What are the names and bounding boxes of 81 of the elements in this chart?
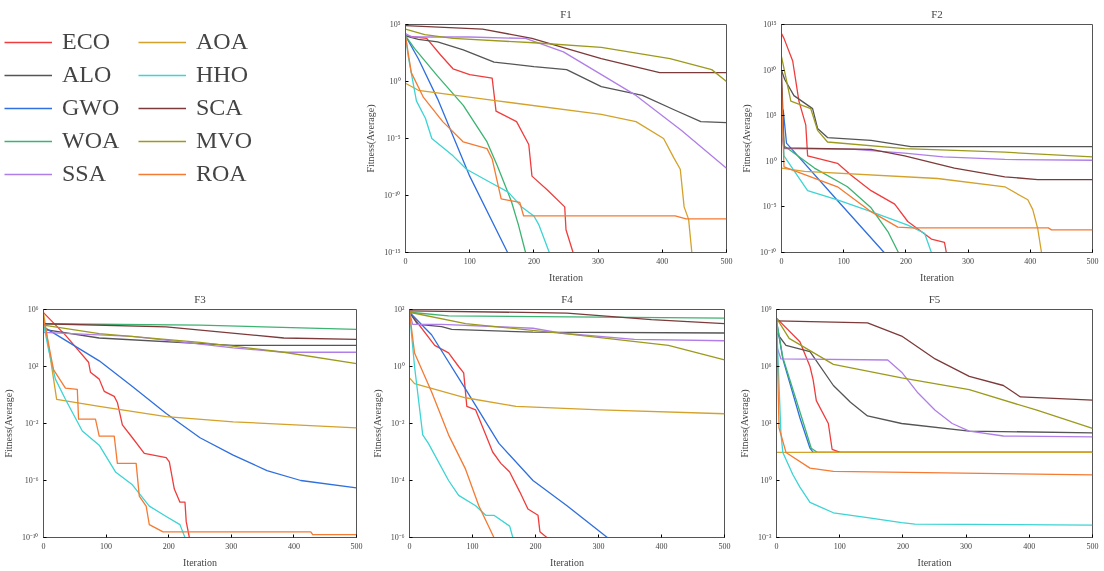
y-tick-label: 10⁶ xyxy=(760,362,772,371)
y-tick-label: 10⁹ xyxy=(760,305,772,314)
y-axis-title: Fitness(Average) xyxy=(3,389,16,458)
y-tick-label: 10⁻¹⁰ xyxy=(760,248,777,257)
x-tick-label: 100 xyxy=(466,541,479,551)
x-tick-label: 400 xyxy=(655,541,668,551)
x-tick-label: 500 xyxy=(718,541,731,551)
chart-title: F2 xyxy=(931,7,943,20)
legend-label: SCA xyxy=(196,94,244,121)
y-tick-label: 10⁰ xyxy=(760,476,772,485)
legend-label: MVO xyxy=(196,127,253,154)
y-tick-label: 10⁻¹⁰ xyxy=(22,533,39,542)
x-tick-label: 500 xyxy=(1086,541,1099,551)
x-tick-label: 300 xyxy=(225,541,238,551)
legend-label: WOA xyxy=(62,127,121,154)
x-tick-label: 0 xyxy=(779,256,784,266)
y-tick-label: 10⁻⁴ xyxy=(390,476,405,485)
y-tick-label: 10⁻¹⁰ xyxy=(384,191,401,200)
x-tick-label: 500 xyxy=(350,541,363,551)
x-axis-title: Iteration xyxy=(183,556,217,568)
y-tick-label: 10⁵ xyxy=(765,111,777,121)
x-tick-label: 200 xyxy=(896,541,909,551)
x-tick-label: 400 xyxy=(1024,256,1037,266)
x-tick-label: 300 xyxy=(592,256,605,266)
y-tick-label: 10² xyxy=(394,305,406,314)
x-tick-label: 500 xyxy=(1086,256,1099,266)
y-tick-label: 10⁻³ xyxy=(758,533,773,542)
legend-label: AOA xyxy=(196,28,249,55)
y-tick-label: 10⁰ xyxy=(389,77,401,86)
x-tick-label: 300 xyxy=(962,256,975,266)
y-tick-label: 10⁻² xyxy=(391,419,406,428)
y-tick-label: 10⁻⁵ xyxy=(386,134,401,143)
x-tick-label: 200 xyxy=(529,541,542,551)
y-tick-label: 10⁻⁶ xyxy=(24,476,39,485)
x-tick-label: 0 xyxy=(403,256,408,266)
y-tick-label: 10³ xyxy=(761,419,773,428)
x-tick-label: 200 xyxy=(162,541,175,551)
y-tick-label: 10⁻⁵ xyxy=(762,202,777,212)
legend-label: ALO xyxy=(62,61,113,88)
x-tick-label: 300 xyxy=(592,541,605,551)
x-tick-label: 500 xyxy=(720,256,733,266)
x-axis-title: Iteration xyxy=(549,271,583,283)
y-tick-label: 10⁰ xyxy=(765,156,777,166)
chart-title: F4 xyxy=(561,292,574,305)
x-tick-label: 200 xyxy=(527,256,540,266)
y-axis-title: Fitness(Average) xyxy=(741,104,754,173)
y-axis-title: Fitness(Average) xyxy=(739,389,752,458)
x-tick-label: 100 xyxy=(833,541,846,551)
y-tick-label: 10¹⁰ xyxy=(763,65,777,75)
x-tick-label: 0 xyxy=(774,541,779,551)
x-tick-label: 400 xyxy=(1023,541,1036,551)
y-axis-title: Fitness(Average) xyxy=(371,389,384,458)
y-axis-title: Fitness(Average) xyxy=(365,104,378,173)
legend-label: ECO xyxy=(62,28,111,55)
y-tick-label: 10⁻² xyxy=(25,419,40,428)
y-tick-label: 10⁶ xyxy=(27,305,39,314)
y-tick-label: 10⁵ xyxy=(389,20,401,29)
y-tick-label: 10⁻⁶ xyxy=(390,533,405,542)
legend-label: GWO xyxy=(62,94,121,121)
y-tick-label: 10¹⁵ xyxy=(763,20,777,29)
legend-label: HHO xyxy=(196,61,249,88)
legend-label: SSA xyxy=(62,160,108,187)
legend-label: ROA xyxy=(196,160,248,187)
x-tick-label: 400 xyxy=(287,541,300,551)
x-tick-label: 300 xyxy=(960,541,973,551)
y-tick-label: 10² xyxy=(28,362,40,371)
chart-title: F1 xyxy=(560,7,572,20)
x-tick-label: 0 xyxy=(407,541,412,551)
x-axis-title: Iteration xyxy=(917,556,952,568)
chart-title: F5 xyxy=(928,292,941,305)
y-tick-label: 10⁻¹⁵ xyxy=(384,248,401,257)
x-tick-label: 400 xyxy=(656,256,669,266)
x-axis-title: Iteration xyxy=(920,271,954,283)
x-tick-label: 100 xyxy=(100,541,113,551)
x-tick-label: 100 xyxy=(463,256,476,266)
x-tick-label: 100 xyxy=(837,256,850,266)
x-tick-label: 0 xyxy=(41,541,46,551)
x-tick-label: 200 xyxy=(899,256,912,266)
y-tick-label: 10⁰ xyxy=(393,362,405,371)
x-axis-title: Iteration xyxy=(550,556,584,568)
chart-title: F3 xyxy=(194,292,207,305)
